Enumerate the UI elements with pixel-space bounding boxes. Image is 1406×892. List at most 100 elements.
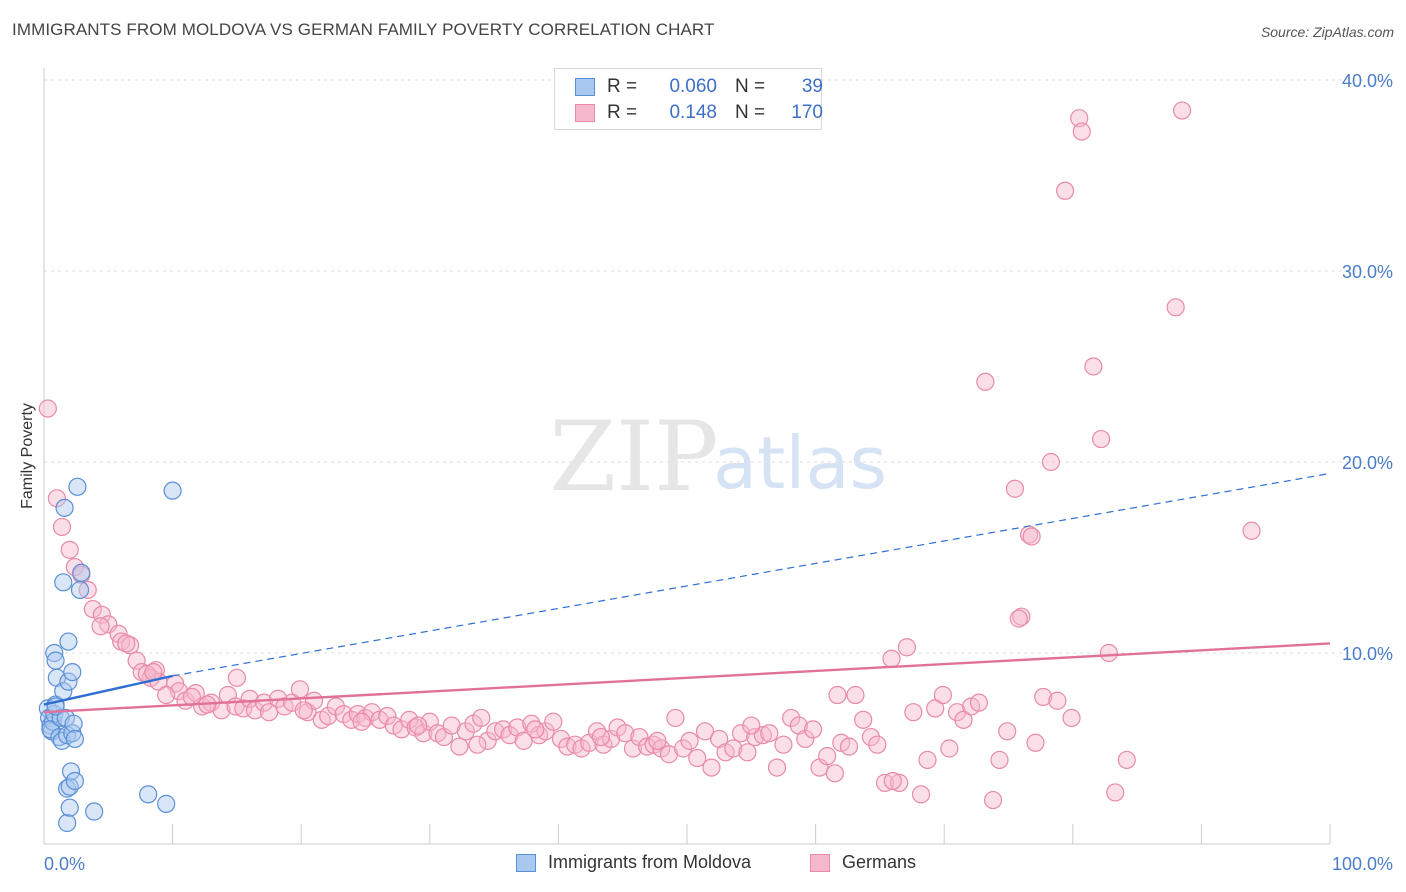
grid-lines <box>44 79 1392 654</box>
moldova-trend-dashed <box>172 472 1331 677</box>
data-point <box>59 672 78 691</box>
x-tick-labels: 0.0% 100.0% <box>44 854 1393 874</box>
legend-swatch-moldova <box>516 853 536 872</box>
data-point <box>60 777 79 796</box>
data-point <box>666 708 685 728</box>
data-point <box>60 540 79 559</box>
data-point <box>240 689 259 708</box>
watermark-atlas: atlas <box>713 421 887 505</box>
data-point <box>969 693 989 712</box>
legend-r-label: R = <box>607 102 638 123</box>
data-point <box>897 638 917 657</box>
data-point <box>52 517 72 537</box>
data-point <box>163 481 182 500</box>
data-point <box>55 498 74 517</box>
trend-lines <box>43 472 1331 714</box>
data-point <box>58 813 77 833</box>
moldova-points <box>38 477 182 833</box>
data-point <box>352 712 371 731</box>
series-legend: Immigrants from Moldova Germans <box>0 852 1406 878</box>
data-point <box>400 710 419 729</box>
watermark-zip: ZIP <box>549 401 718 513</box>
legend-swatch-germans <box>810 853 830 872</box>
data-point <box>680 731 699 750</box>
data-point <box>1099 643 1118 663</box>
data-point <box>774 735 793 754</box>
data-point <box>526 720 545 739</box>
data-point <box>926 699 945 718</box>
legend-swatch-germans <box>575 104 595 122</box>
data-point <box>326 697 346 716</box>
data-point <box>157 794 176 813</box>
data-point <box>378 706 397 726</box>
data-point <box>1117 750 1136 770</box>
data-point <box>1026 733 1045 752</box>
data-point <box>234 699 253 718</box>
x-tick-label: 0.0% <box>44 854 85 874</box>
x-tick-label: 100.0% <box>1332 854 1393 874</box>
chart-title: IMMIGRANTS FROM MOLDOVA VS GERMAN FAMILY… <box>12 20 715 39</box>
data-point <box>91 617 110 636</box>
data-point <box>883 771 902 791</box>
data-point <box>60 798 79 817</box>
data-point <box>695 722 715 741</box>
data-point <box>1041 452 1061 472</box>
data-point <box>1034 687 1053 707</box>
data-point <box>139 785 158 804</box>
data-point <box>623 739 643 758</box>
data-point <box>825 764 844 783</box>
data-point <box>648 731 667 750</box>
y-tick-label: 20.0% <box>1342 453 1393 473</box>
data-point <box>839 737 859 756</box>
data-point <box>38 399 57 418</box>
data-point <box>767 758 787 777</box>
data-point <box>54 573 73 592</box>
data-point <box>1012 607 1031 626</box>
data-point <box>724 739 743 758</box>
data-point <box>1048 691 1067 710</box>
data-point <box>630 727 649 747</box>
legend-n-label: N = <box>735 102 766 123</box>
data-point <box>1106 783 1125 802</box>
legend-swatch-moldova <box>575 78 595 96</box>
moldova-trend-line <box>43 674 173 706</box>
legend-n-value: 170 <box>791 102 823 123</box>
data-point <box>227 668 246 687</box>
data-point <box>731 724 751 743</box>
y-tick-label: 30.0% <box>1342 262 1393 282</box>
data-point <box>760 724 779 743</box>
data-point <box>868 735 887 754</box>
legend-r-value: 0.060 <box>669 76 717 97</box>
data-point <box>738 743 757 762</box>
data-point <box>796 729 815 749</box>
data-point <box>1009 609 1028 628</box>
y-tick-labels: 10.0% 20.0% 30.0% 40.0% <box>1342 71 1393 664</box>
data-point <box>1091 429 1111 449</box>
germans-points <box>38 101 1261 810</box>
data-point <box>83 599 102 619</box>
data-point <box>940 739 959 758</box>
data-point <box>61 762 81 781</box>
data-point <box>1055 181 1075 200</box>
data-point <box>990 750 1009 770</box>
legend-item-germans: Germans <box>810 852 916 873</box>
data-point <box>1070 109 1089 128</box>
data-point <box>1166 298 1185 317</box>
data-point <box>904 703 923 722</box>
data-point <box>933 685 953 705</box>
y-tick-label: 10.0% <box>1342 644 1393 664</box>
legend-n-label: N = <box>735 76 766 97</box>
correlation-legend: R = 0.060 N = 39 R = 0.148 N = 170 <box>554 68 823 130</box>
data-point <box>818 747 837 766</box>
data-point <box>46 651 65 670</box>
data-point <box>998 722 1017 741</box>
data-point <box>954 710 973 729</box>
legend-item-moldova: Immigrants from Moldova <box>516 852 751 873</box>
data-point <box>127 651 146 670</box>
data-point <box>47 489 66 508</box>
data-point <box>976 372 995 391</box>
data-point <box>157 685 176 705</box>
data-point <box>918 750 937 770</box>
data-point <box>456 722 475 741</box>
